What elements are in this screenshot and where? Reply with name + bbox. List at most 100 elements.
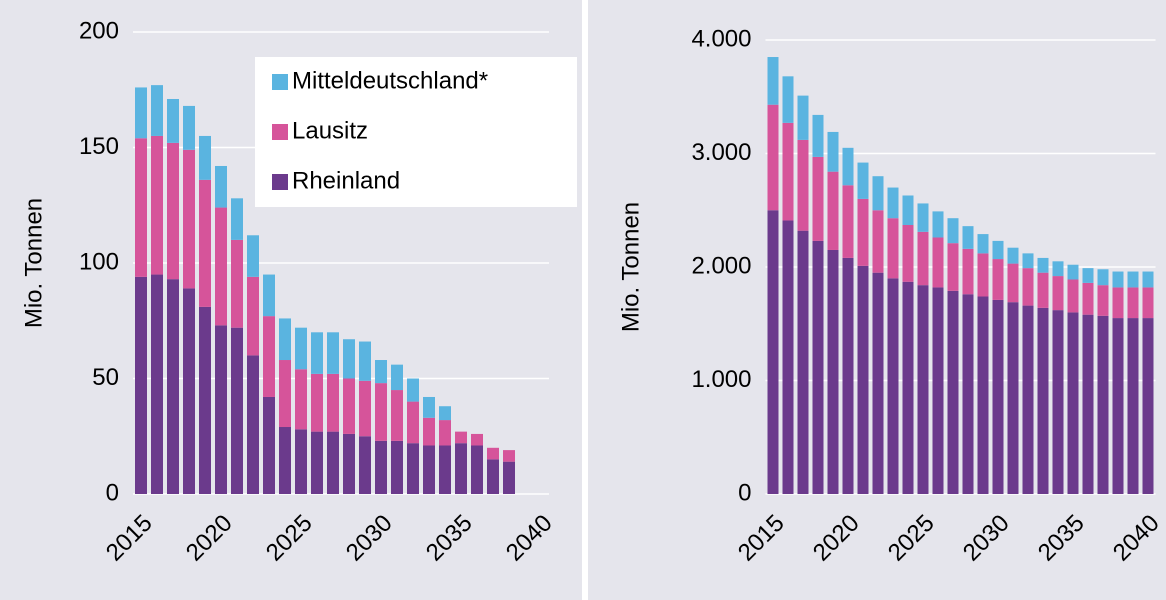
bar-segment xyxy=(279,318,291,361)
bar-segment xyxy=(183,149,195,289)
bar-segment xyxy=(375,383,387,441)
bar-segment xyxy=(917,231,929,286)
bar-segment xyxy=(842,185,854,258)
bar-segment xyxy=(1097,285,1109,316)
bar-segment xyxy=(263,316,275,397)
legend-swatch xyxy=(272,74,288,90)
bar-segment xyxy=(977,296,989,494)
bar-segment xyxy=(902,195,914,226)
bar-segment xyxy=(183,105,195,150)
bar-segment xyxy=(1097,315,1109,494)
bar-segment xyxy=(327,431,339,494)
bar-segment xyxy=(947,218,959,244)
bar-segment xyxy=(199,179,211,307)
bar-segment xyxy=(932,287,944,494)
bar-segment xyxy=(151,274,163,494)
bar-segment xyxy=(375,440,387,494)
bar-segment xyxy=(1112,287,1124,319)
bar-segment xyxy=(842,147,854,186)
bar-segment xyxy=(1007,263,1019,303)
bar-segment xyxy=(439,445,451,494)
bar-segment xyxy=(391,364,403,391)
bar-segment xyxy=(827,171,839,250)
bar-segment xyxy=(343,433,355,494)
bar-segment xyxy=(503,450,515,462)
bar-segment xyxy=(992,259,1004,300)
bar-segment xyxy=(231,198,243,240)
y-axis-label: Mio. Tonnen xyxy=(20,198,47,328)
bar-segment xyxy=(423,417,435,446)
y-tick-label: 150 xyxy=(79,133,119,160)
bar-segment xyxy=(327,332,339,374)
bar-segment xyxy=(135,138,147,277)
bar-segment xyxy=(857,198,869,266)
bar-segment xyxy=(359,380,371,437)
bar-segment xyxy=(1142,318,1154,494)
bar-segment xyxy=(295,327,307,370)
bar-segment xyxy=(311,373,323,432)
bar-segment xyxy=(947,290,959,494)
bar-segment xyxy=(782,76,794,123)
bar-segment xyxy=(977,253,989,297)
bar-segment xyxy=(1022,253,1034,269)
bar-segment xyxy=(311,332,323,374)
bar-segment xyxy=(167,98,179,143)
bar-segment xyxy=(135,87,147,139)
bar-segment xyxy=(295,369,307,430)
bar-segment xyxy=(1052,310,1064,494)
y-tick-label: 200 xyxy=(79,17,119,44)
bar-segment xyxy=(1022,268,1034,306)
bar-segment xyxy=(311,431,323,494)
bar-segment xyxy=(1097,269,1109,286)
bar-segment xyxy=(902,281,914,494)
bar-segment xyxy=(932,211,944,238)
bar-segment xyxy=(247,355,259,494)
y-tick-label: 50 xyxy=(92,364,119,391)
bar-segment xyxy=(343,339,355,379)
bar-segment xyxy=(1037,307,1049,494)
bar-segment xyxy=(887,187,899,219)
bar-segment xyxy=(183,288,195,494)
bar-segment xyxy=(887,218,899,279)
bar-segment xyxy=(827,249,839,494)
bar-segment xyxy=(1052,276,1064,311)
bar-segment xyxy=(917,285,929,494)
legend-swatch xyxy=(272,124,288,140)
bar-segment xyxy=(407,443,419,494)
bar-segment xyxy=(1067,279,1079,313)
bar-segment xyxy=(423,445,435,494)
bar-segment xyxy=(977,234,989,254)
bar-segment xyxy=(391,440,403,494)
bar-segment xyxy=(797,95,809,140)
bar-segment xyxy=(962,226,974,249)
bar-segment xyxy=(1127,287,1139,319)
legend-label: Rheinland xyxy=(292,167,400,194)
bar-segment xyxy=(455,443,467,494)
bar-segment xyxy=(215,165,227,208)
bar-segment xyxy=(343,378,355,434)
legend-label: Lausitz xyxy=(292,117,368,144)
bar-segment xyxy=(992,299,1004,494)
bar-segment xyxy=(1082,314,1094,494)
bar-segment xyxy=(1037,272,1049,308)
bar-segment xyxy=(1037,257,1049,273)
bar-segment xyxy=(857,162,869,199)
bar-segment xyxy=(503,461,515,494)
bar-segment xyxy=(782,122,794,221)
legend-label: Mitteldeutschland* xyxy=(292,67,488,94)
legend-box xyxy=(255,57,577,207)
bar-segment xyxy=(1052,261,1064,277)
bar-segment xyxy=(487,447,499,460)
bar-segment xyxy=(455,431,467,444)
bar-segment xyxy=(231,327,243,494)
bar-segment xyxy=(439,420,451,446)
bar-segment xyxy=(827,131,839,172)
bar-segment xyxy=(1112,271,1124,288)
bar-segment xyxy=(215,325,227,494)
bar-segment xyxy=(1007,247,1019,264)
bar-segment xyxy=(263,274,275,317)
bar-segment xyxy=(767,210,779,494)
bar-segment xyxy=(887,278,899,494)
bar-segment xyxy=(1007,302,1019,494)
